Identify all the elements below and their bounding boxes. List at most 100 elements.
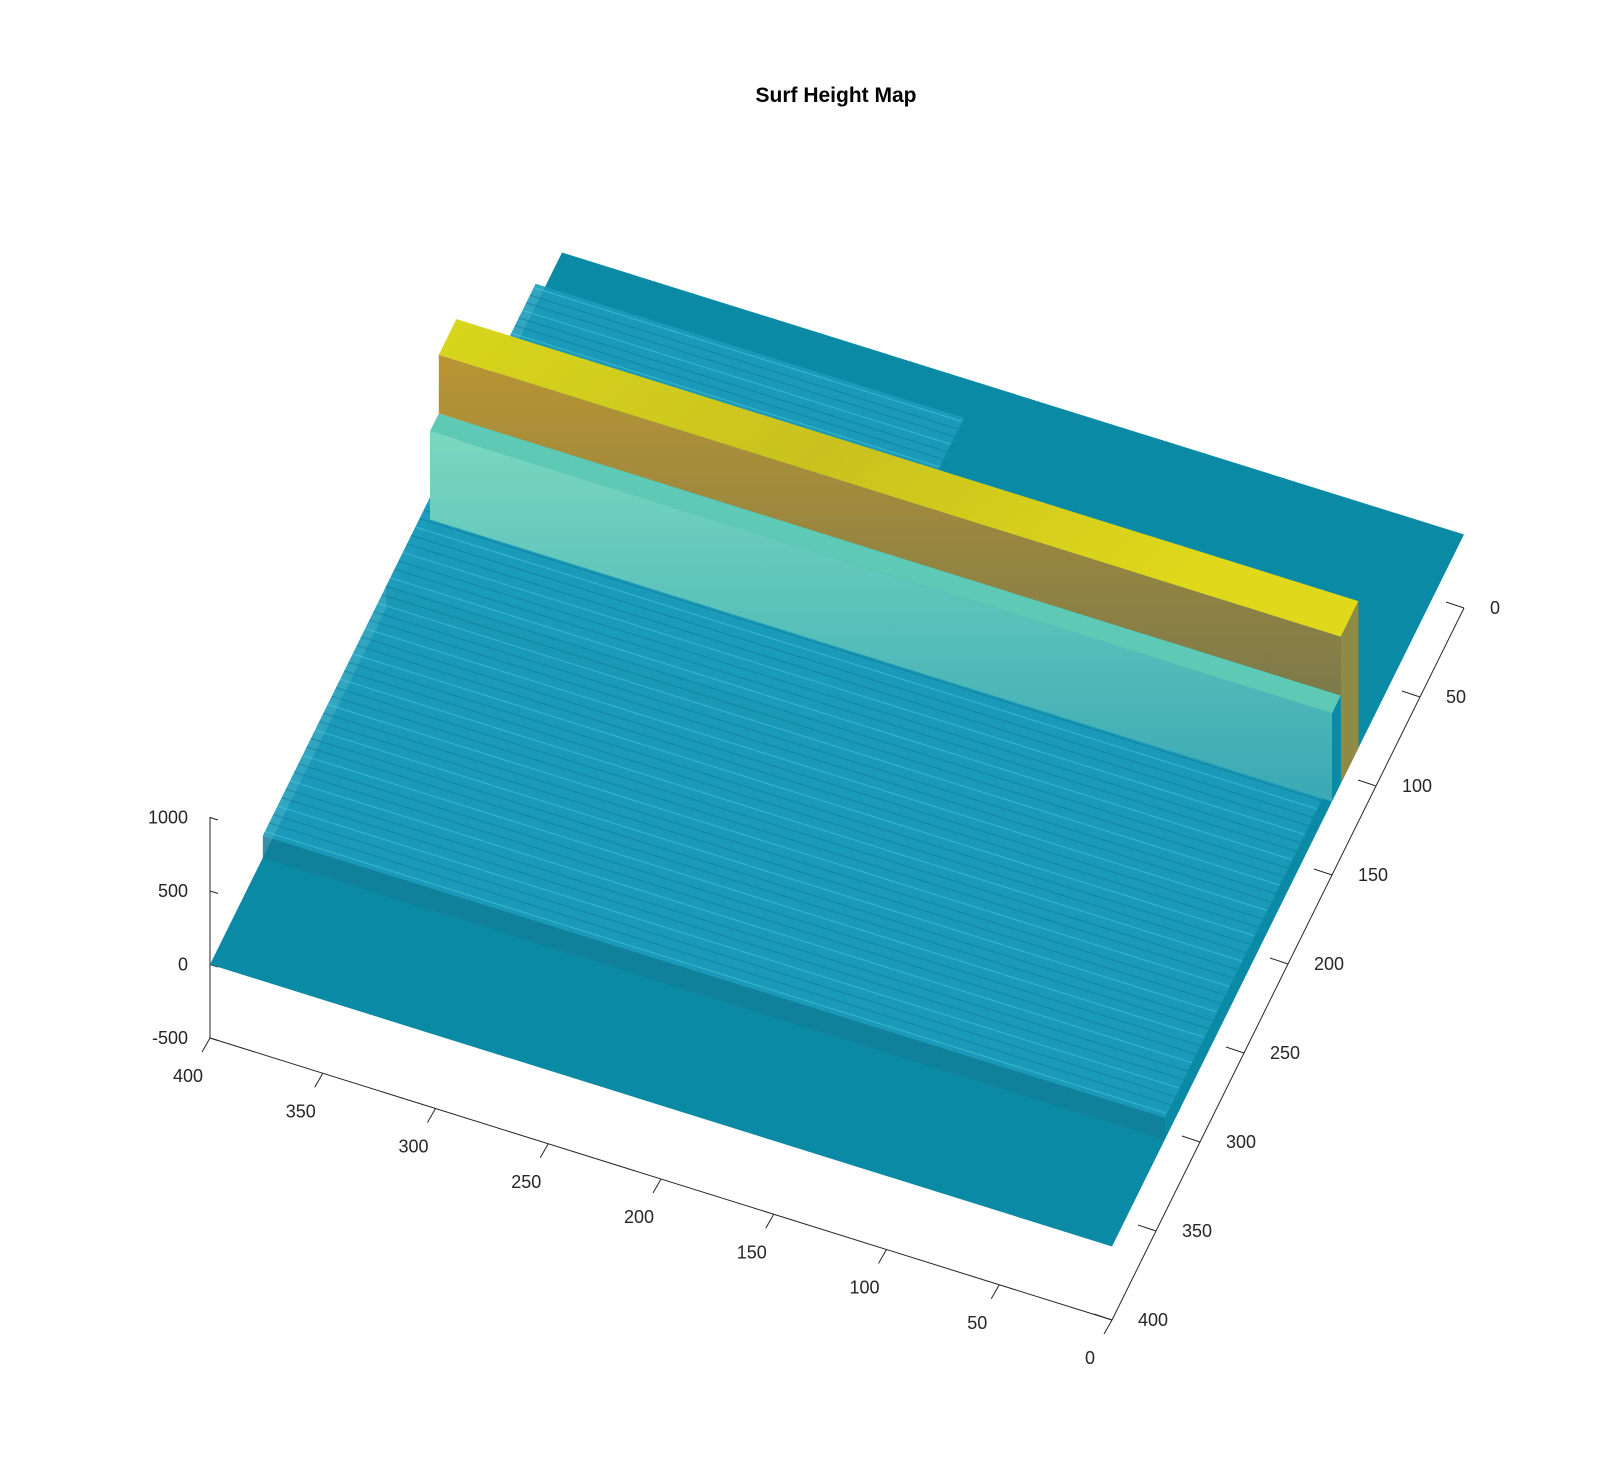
x-tick-mark (427, 1108, 436, 1123)
surface-streak (331, 695, 1234, 979)
surface-streak (398, 560, 1301, 844)
z-tick-mark (209, 890, 219, 894)
x-tick-mark (765, 1214, 775, 1229)
surface-streak (273, 813, 1176, 1098)
surface-streak (402, 551, 1306, 835)
surface-streak (419, 518, 1322, 802)
y-tick-label: 200 (1314, 954, 1344, 974)
raised-region-top (262, 497, 1332, 1118)
x-tick-label: 100 (849, 1278, 879, 1298)
surface-streak (529, 294, 959, 430)
x-tick-mark (201, 1037, 211, 1053)
surface-streak (356, 644, 1260, 928)
surface-streak (264, 830, 1168, 1114)
y-tick-label: 400 (1138, 1310, 1168, 1330)
x-tick-mark (314, 1073, 324, 1088)
surface-streak (323, 712, 1226, 996)
surface-streak (415, 526, 1318, 810)
z-tick-mark (209, 817, 219, 821)
x-tick-mark (1103, 1319, 1113, 1335)
y-tick-mark (1313, 868, 1333, 876)
y-tick-mark (1445, 601, 1465, 609)
chart-title: Surf Height Map (756, 84, 917, 107)
surface-streak (285, 788, 1188, 1072)
surface-streak (335, 687, 1239, 971)
ridge-face (438, 354, 1341, 696)
surface-streak (511, 332, 940, 468)
z-tick-mark (209, 1037, 219, 1041)
surface-streak (369, 619, 1272, 903)
x-tick-label: 0 (1085, 1348, 1095, 1368)
x-tick-label: 200 (624, 1207, 654, 1227)
shoulder-face (430, 431, 1332, 802)
x-tick-label: 250 (511, 1172, 541, 1192)
surface-streak (365, 627, 1268, 912)
surface-streak (411, 534, 1314, 819)
surface-streak (352, 653, 1255, 937)
x-tick-label: 50 (967, 1313, 987, 1333)
x-tick-mark (878, 1249, 887, 1264)
x-tick-mark (539, 1143, 549, 1158)
z-tick-label: 500 (158, 881, 188, 901)
surface-streak (268, 822, 1172, 1106)
surface-streak (281, 797, 1184, 1081)
y-tick-mark (1137, 1224, 1157, 1232)
surface-streak (306, 746, 1209, 1030)
y-tick-label: 350 (1182, 1221, 1212, 1241)
surface-streak (360, 636, 1264, 920)
surface-streak (385, 585, 1289, 869)
surface-streak (348, 661, 1251, 945)
y-ticks: 0 50 100 150 200 250 300 350 400 (1093, 598, 1500, 1330)
shoulder-top (430, 413, 1341, 714)
x-ticks: 0 50 100 150 200 250 300 350 400 (173, 1037, 1113, 1368)
surface-streak (289, 780, 1193, 1064)
y-tick-label: 50 (1446, 687, 1466, 707)
ridge-end-face (1340, 601, 1359, 784)
surface-streak (381, 594, 1285, 878)
z-tick-label: -500 (152, 1028, 188, 1048)
x-tick-label: 300 (398, 1137, 428, 1157)
surface-streak (526, 302, 955, 438)
surface-streak (390, 577, 1293, 861)
y-tick-mark (1181, 1135, 1201, 1143)
surface-streak (344, 670, 1247, 954)
surface-plot (210, 252, 1464, 1247)
surface-streak (327, 704, 1230, 988)
y-tick-mark (1357, 779, 1377, 787)
axes: -500 0 500 1000 0 50 100 150 200 250 300 350 400 0 5… (148, 598, 1500, 1368)
y-tick-label: 150 (1358, 865, 1388, 885)
surface-streak (522, 309, 952, 445)
y-tick-mark (1269, 957, 1289, 965)
x-tick-label: 150 (737, 1242, 767, 1262)
raised-region-face (262, 835, 1165, 1140)
surface-streak (293, 771, 1197, 1055)
surface-streak (339, 678, 1243, 962)
y-tick-label: 100 (1402, 776, 1432, 796)
surface-streak (319, 720, 1222, 1005)
y-tick-label: 0 (1490, 598, 1500, 618)
surface-streak (298, 763, 1201, 1047)
x-tick-mark (990, 1284, 1000, 1299)
surface-streak (533, 287, 963, 423)
surface-streak (394, 568, 1297, 852)
surface-streak (310, 737, 1214, 1021)
surface-streak (277, 805, 1180, 1089)
surface-streak (373, 611, 1276, 895)
y-tick-mark (1225, 1046, 1245, 1054)
surface-streak (514, 324, 944, 460)
z-ticks: -500 0 500 1000 (148, 808, 219, 1048)
surface-streak (377, 602, 1280, 886)
surface-streak (518, 317, 948, 453)
y-tick-mark (1093, 1313, 1113, 1321)
surface-streak (406, 543, 1310, 827)
surface-streak (302, 754, 1205, 1038)
y-tick-label: 300 (1226, 1132, 1256, 1152)
x-tick-label: 400 (173, 1066, 203, 1086)
y-tick-label: 250 (1270, 1043, 1300, 1063)
x-tick-mark (652, 1178, 662, 1194)
x-tick-label: 350 (286, 1101, 316, 1121)
ridge-top (438, 319, 1359, 637)
surface-streak (314, 729, 1218, 1013)
z-tick-label: 1000 (148, 808, 188, 828)
